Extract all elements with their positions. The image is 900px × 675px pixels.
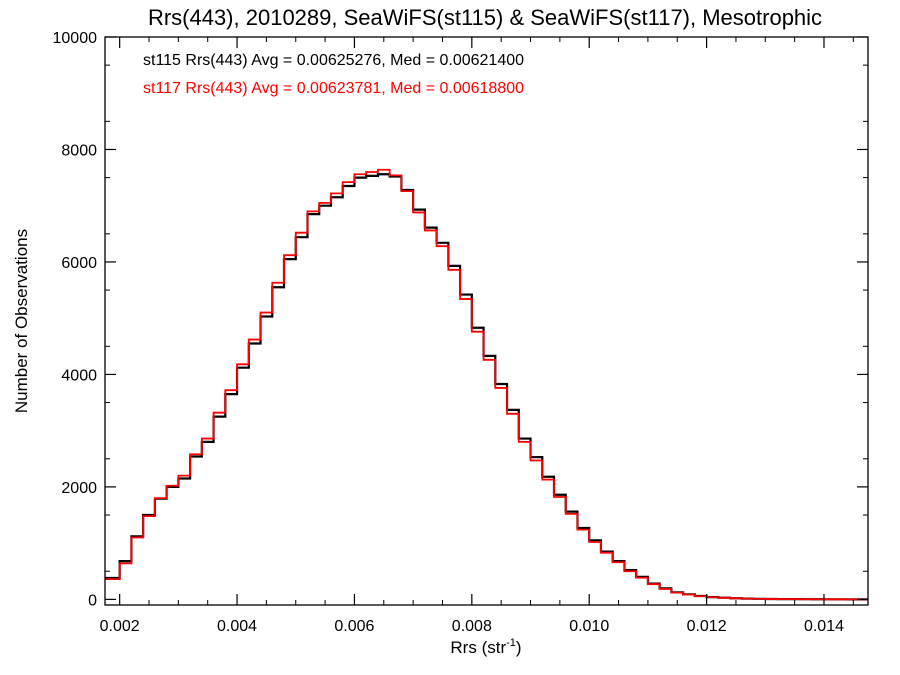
x-axis-title-tail: ) — [516, 638, 522, 657]
x-axis-title-sup: -1 — [506, 637, 516, 649]
x-tick-label: 0.004 — [217, 618, 257, 635]
plot-frame — [104, 36, 869, 606]
legend-annotation-st115: st115 Rrs(443) Avg = 0.00625276, Med = 0… — [143, 52, 524, 69]
x-axis-title-base: Rrs (str — [450, 638, 506, 657]
y-tick-label: 8000 — [61, 142, 97, 159]
x-axis-title: Rrs (str-1) — [450, 637, 521, 657]
series-layer — [105, 168, 868, 601]
legend-annotation-st117: st117 Rrs(443) Avg = 0.00623781, Med = 0… — [143, 80, 524, 97]
x-tick-label: 0.010 — [569, 618, 609, 635]
y-axis-title: Number of Observations — [12, 229, 31, 413]
x-tick-label: 0.014 — [804, 618, 844, 635]
y-tick-label: 10000 — [53, 30, 98, 47]
axis-ticks: 0.002 0.004 0.006 0.008 0.010 0.012 0.014 0 2000… — [53, 30, 868, 635]
series-line-st117 — [105, 168, 868, 601]
chart-title: Rrs(443), 2010289, SeaWiFS(st115) & SeaW… — [148, 5, 822, 30]
y-tick-label: 4000 — [61, 367, 97, 384]
x-tick-label: 0.002 — [100, 618, 140, 635]
y-tick-label: 2000 — [61, 480, 97, 497]
y-tick-label: 6000 — [61, 255, 97, 272]
series-line-st115 — [105, 173, 868, 601]
y-tick-label: 0 — [88, 592, 97, 609]
x-tick-label: 0.006 — [334, 618, 374, 635]
x-tick-label: 0.012 — [687, 618, 727, 635]
x-tick-label: 0.008 — [452, 618, 492, 635]
